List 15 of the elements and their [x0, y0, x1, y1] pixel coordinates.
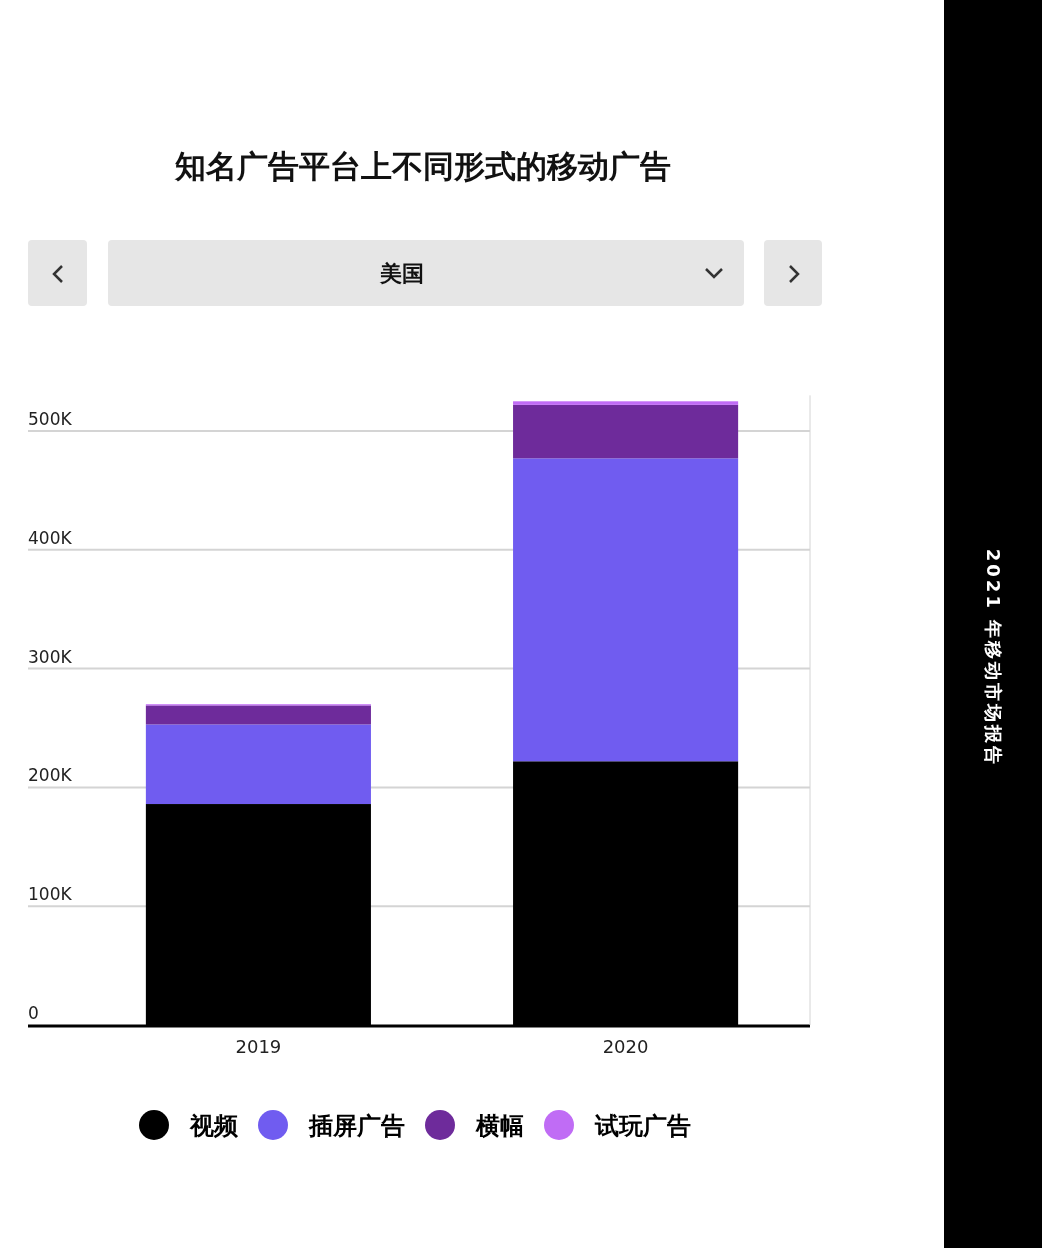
chart-title: 知名广告平台上不同形式的移动广告 [174, 148, 671, 184]
legend-label: 视频 [189, 1112, 239, 1140]
y-tick-label: 400K [28, 527, 73, 548]
y-tick-label: 200K [28, 765, 73, 786]
x-tick-label: 2019 [235, 1036, 282, 1057]
y-tick-label: 300K [28, 646, 73, 667]
legend-label: 试玩广告 [594, 1112, 691, 1140]
x-tick-label: 2020 [602, 1036, 649, 1057]
legend-label: 横幅 [475, 1112, 524, 1140]
chart-subtitle: 美国 [379, 261, 424, 286]
y-tick-label: 500K [28, 409, 73, 429]
y-tick-label: 0 [28, 1003, 39, 1023]
y-tick-label: 100K [28, 884, 73, 905]
text: 2021 年移动市场报告 [983, 548, 1004, 768]
legend-label: 插屏广告 [308, 1112, 405, 1140]
